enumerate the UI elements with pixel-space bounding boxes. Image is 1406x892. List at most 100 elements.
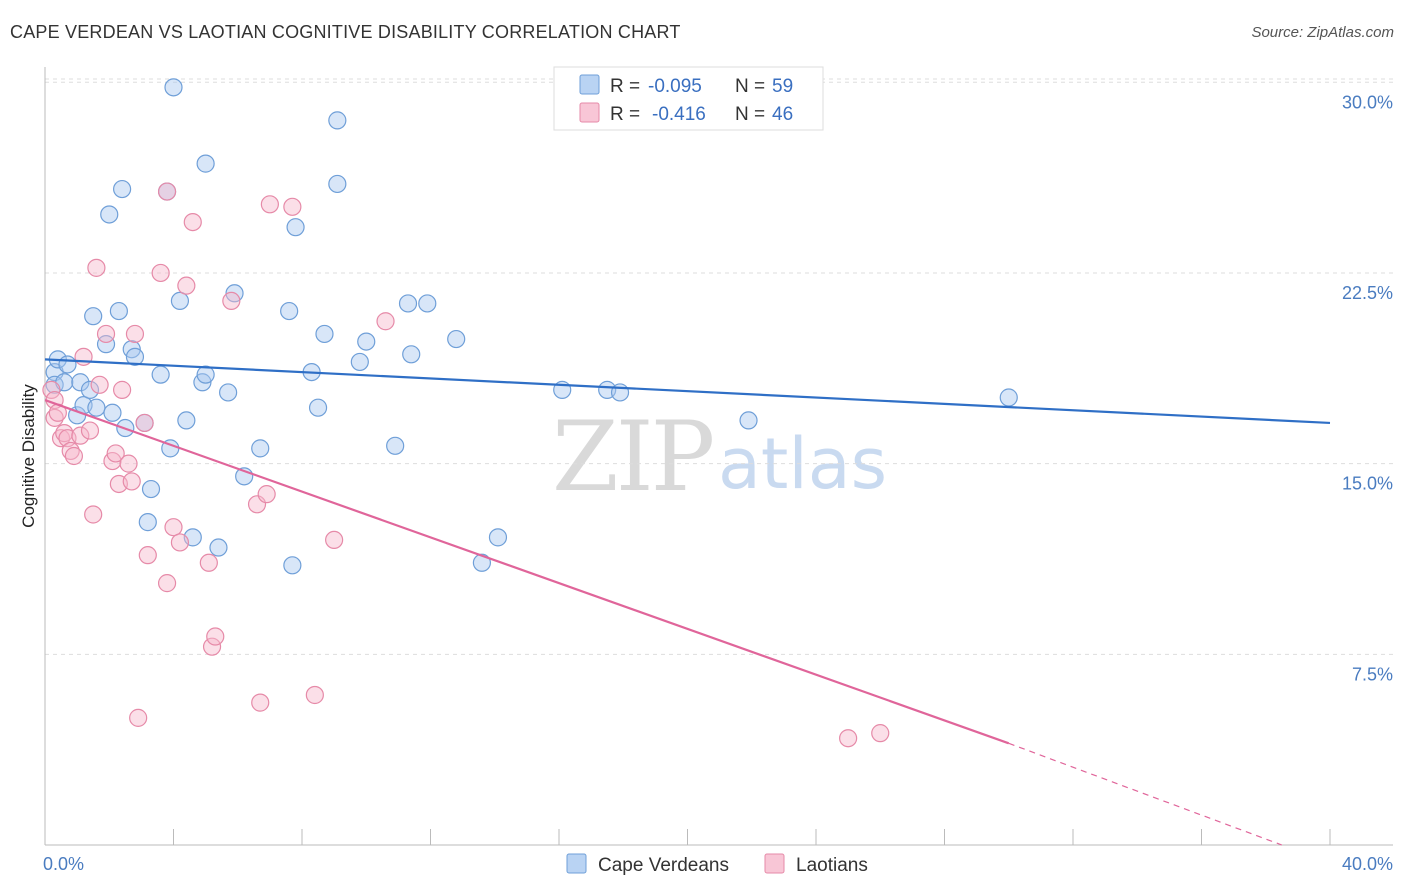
- laotian-point: [202, 637, 222, 656]
- y-axis-title: Cognitive Disability: [19, 384, 38, 528]
- laotian-point: [839, 729, 858, 748]
- cape-verdean-point: [350, 352, 369, 372]
- cape-verdean-point: [447, 329, 466, 349]
- cape-verdean-point: [138, 513, 157, 532]
- y-tick-label: 22.5%: [1342, 283, 1393, 303]
- cape-verdean-point: [283, 556, 302, 575]
- laotian-point: [42, 380, 61, 399]
- cape-verdean-point: [125, 347, 145, 366]
- laotian-point: [45, 408, 64, 427]
- cape-verdean-point: [103, 403, 122, 422]
- cape-verdean-point: [251, 439, 270, 458]
- cape-verdean-point: [71, 373, 90, 392]
- trend-lines: [44, 358, 1331, 846]
- cape-verdean-point: [209, 538, 228, 557]
- cape-verdean-point: [177, 411, 196, 430]
- laotian-point: [376, 312, 395, 331]
- laotian-point: [260, 195, 279, 214]
- y-tick-label: 7.5%: [1352, 664, 1393, 684]
- laotian-point: [183, 212, 202, 232]
- cape-verdean-point: [196, 365, 215, 384]
- cape-verdean-point: [357, 332, 376, 351]
- cape-verdean-point: [170, 291, 190, 311]
- x-tick-label-max: 40.0%: [1342, 854, 1393, 874]
- laotian-point: [84, 505, 103, 524]
- axes: [44, 67, 1393, 846]
- cape-verdean-point: [151, 365, 170, 384]
- laotian-point: [222, 291, 241, 311]
- cape-verdean-point: [328, 174, 347, 194]
- cape-verdean-point: [96, 335, 116, 354]
- legend-n-label-1: N =: [735, 76, 765, 97]
- cape-verdean-point: [58, 355, 77, 374]
- cape-verdean-point: [398, 294, 418, 313]
- watermark-zip: ZIP: [552, 401, 713, 513]
- laotian-point: [129, 708, 148, 727]
- laotian-point: [74, 347, 93, 366]
- series-cape-verdeans: [45, 78, 1018, 575]
- cape-verdean-point: [112, 179, 132, 199]
- laotian-point: [164, 518, 183, 537]
- cape-verdean-point: [219, 383, 238, 402]
- laotian-point: [151, 263, 170, 283]
- cape-verdean-point: [418, 294, 437, 313]
- laotian-point: [206, 627, 225, 646]
- x-ticks: [44, 829, 1331, 845]
- legend-r-value-1: -0.095: [648, 76, 702, 97]
- cape-verdean-point: [472, 553, 491, 572]
- laotian-point: [90, 375, 109, 394]
- laotian-point: [170, 533, 190, 552]
- legend-swatch-laotians: [579, 102, 600, 123]
- laotian-point: [199, 553, 218, 572]
- cape-verdean-point: [196, 154, 215, 173]
- laotian-point: [71, 426, 90, 445]
- legend-r-label-1: R =: [610, 76, 640, 97]
- cape-verdean-point: [315, 324, 334, 344]
- cape-verdean-point: [386, 436, 405, 455]
- cape-verdean-point: [308, 398, 328, 417]
- laotian-point: [112, 380, 132, 399]
- cape-verdean-point: [84, 307, 103, 326]
- laotian-point: [325, 530, 344, 550]
- laotian-point: [125, 324, 145, 344]
- laotian-point: [305, 685, 324, 705]
- laotian-point: [61, 441, 80, 461]
- cape-verdean-point: [739, 411, 758, 430]
- trend-line-laotians: [44, 399, 1010, 745]
- laotian-point: [122, 472, 141, 491]
- legend-item-laotians: Laotians: [796, 855, 868, 876]
- cape-verdean-point: [280, 301, 299, 321]
- chart-title: CAPE VERDEAN VS LAOTIAN COGNITIVE DISABI…: [10, 22, 681, 42]
- laotian-point: [871, 724, 890, 743]
- cape-verdean-point: [286, 218, 305, 237]
- y-tick-label: 15.0%: [1342, 474, 1393, 494]
- y-tick-labels: 7.5% 15.0% 22.5% 30.0%: [1342, 92, 1393, 684]
- cape-verdean-point: [328, 111, 347, 130]
- laotian-point: [119, 454, 138, 473]
- laotian-point: [257, 485, 276, 504]
- laotian-point: [96, 324, 116, 344]
- series-legend: Cape Verdeans Laotians: [566, 853, 868, 876]
- gridlines: [45, 78, 1393, 655]
- laotian-point: [157, 574, 177, 593]
- laotian-point: [157, 182, 177, 201]
- cape-verdean-point: [402, 345, 421, 364]
- watermark-atlas: atlas: [718, 423, 887, 505]
- legend-bottom-swatch-laotians: [764, 853, 785, 874]
- legend-n-value-2: 46: [772, 104, 793, 125]
- legend-item-cape-verdeans: Cape Verdeans: [598, 855, 729, 876]
- cape-verdean-point: [488, 528, 508, 547]
- source-label: Source: ZipAtlas.com: [1251, 24, 1394, 41]
- trend-line-cape-verdeans: [44, 358, 1331, 425]
- laotian-point: [64, 446, 84, 466]
- laotian-point: [138, 546, 157, 565]
- cape-verdean-point: [999, 388, 1018, 407]
- y-tick-label: 30.0%: [1342, 92, 1393, 112]
- laotian-point: [51, 429, 71, 448]
- laotian-point: [177, 276, 196, 295]
- laotian-point: [106, 444, 125, 463]
- legend-r-value-2: -0.416: [652, 104, 706, 125]
- legend-swatch-cape-verdeans: [579, 74, 600, 95]
- laotian-point: [283, 197, 302, 216]
